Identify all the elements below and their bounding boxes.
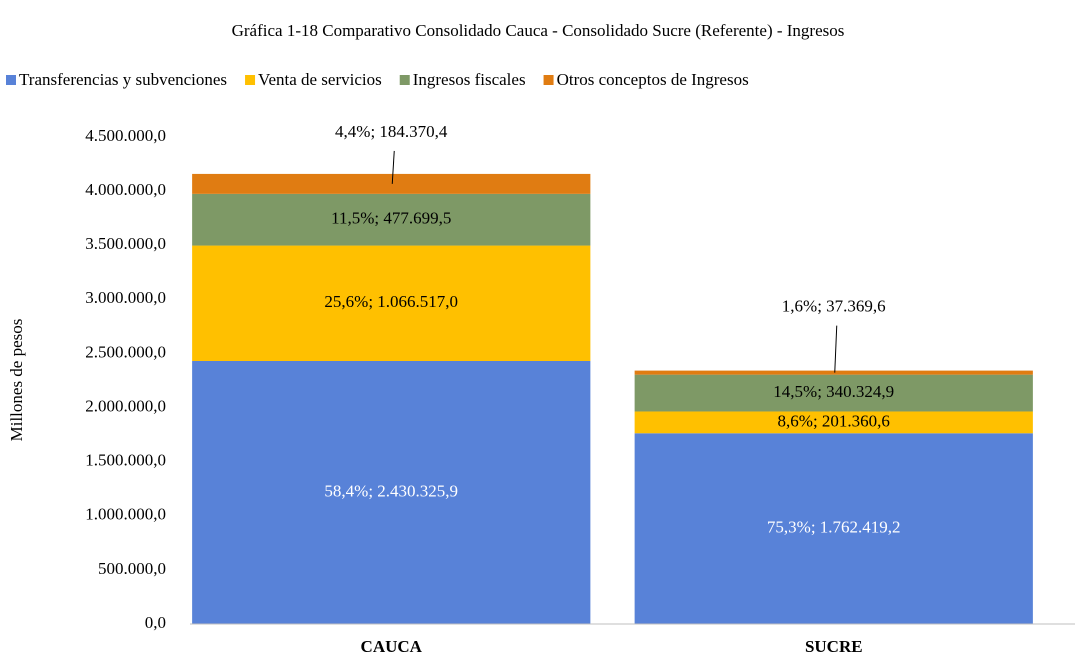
bar-segment bbox=[192, 193, 591, 246]
bar-segment bbox=[634, 370, 1033, 375]
legend-swatch bbox=[245, 75, 256, 85]
y-axis-label: Millones de pesos bbox=[7, 319, 26, 442]
data-label: 4,4%; 184.370,4 bbox=[335, 122, 448, 141]
y-tick-label: 3.000.000,0 bbox=[85, 288, 166, 307]
data-label: 75,3%; 1.762.419,2 bbox=[767, 518, 901, 537]
bar-segment bbox=[192, 360, 591, 624]
y-tick-label: 3.500.000,0 bbox=[85, 234, 166, 253]
data-label: 25,6%; 1.066.517,0 bbox=[324, 292, 458, 311]
y-tick-label: 1.500.000,0 bbox=[85, 451, 166, 470]
chart-title: Gráfica 1-18 Comparativo Consolidado Cau… bbox=[232, 21, 845, 40]
legend-swatch bbox=[543, 75, 554, 85]
leader-line bbox=[834, 325, 838, 373]
x-tick-label: SUCRE bbox=[805, 637, 863, 656]
y-tick-label: 2.500.000,0 bbox=[85, 342, 166, 361]
data-label: 14,5%; 340.324,9 bbox=[773, 382, 894, 401]
x-tick-label: CAUCA bbox=[361, 637, 423, 656]
bar-segment bbox=[634, 411, 1033, 434]
bar-segment bbox=[192, 245, 591, 361]
data-label: 1,6%; 37.369,6 bbox=[782, 297, 886, 316]
y-tick-label: 4.500.000,0 bbox=[85, 126, 166, 145]
legend-label: Otros conceptos de Ingresos bbox=[557, 70, 749, 89]
legend-label: Transferencias y subvenciones bbox=[19, 70, 227, 89]
legend-label: Ingresos fiscales bbox=[413, 70, 526, 89]
legend-swatch bbox=[399, 75, 410, 85]
y-tick-label: 1.000.000,0 bbox=[85, 505, 166, 524]
bar-segment bbox=[192, 173, 591, 194]
y-tick-label: 500.000,0 bbox=[98, 559, 166, 578]
data-label: 11,5%; 477.699,5 bbox=[331, 209, 451, 228]
y-tick-label: 0,0 bbox=[145, 613, 166, 632]
data-label: 58,4%; 2.430.325,9 bbox=[324, 481, 458, 500]
legend-label: Venta de servicios bbox=[258, 70, 382, 89]
legend-swatch bbox=[6, 75, 16, 85]
data-label: 8,6%; 201.360,6 bbox=[778, 411, 890, 430]
leader-line bbox=[391, 150, 395, 184]
y-tick-label: 2.000.000,0 bbox=[85, 396, 166, 415]
bar-segment bbox=[634, 374, 1033, 412]
y-tick-label: 4.000.000,0 bbox=[85, 180, 166, 199]
bar-segment bbox=[634, 433, 1033, 624]
